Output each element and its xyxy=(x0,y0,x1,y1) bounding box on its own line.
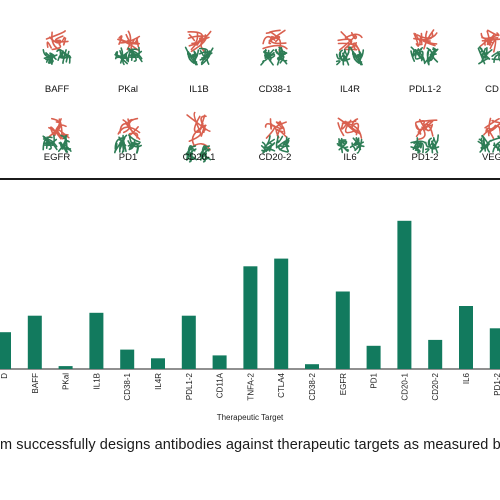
structure-cd20-2: CD20-2 xyxy=(259,118,292,163)
tick-label: PDL1-2 xyxy=(185,372,194,400)
structure-label: PKal xyxy=(118,84,138,95)
bar-baff xyxy=(27,315,42,369)
structure-il1b: IL1B xyxy=(184,30,214,95)
structure-panel: BAFF PKal IL1B CD38-1 IL4R PDL1-2 CD EGFR PD1 CD2… xyxy=(42,29,500,163)
tick-label: PKal xyxy=(62,373,71,390)
bar-egfr xyxy=(335,291,350,369)
structure-label: EGFR xyxy=(44,152,71,163)
tick-label: IL1B xyxy=(92,373,101,389)
bar-il4r xyxy=(151,358,165,369)
tick-label: D xyxy=(0,373,9,379)
structure-pd1-2: PD1-2 xyxy=(410,118,440,163)
tick-label: CD38-2 xyxy=(308,372,317,400)
x-axis-title: Therapeutic Target xyxy=(217,413,284,422)
tick-label: BAFF xyxy=(31,373,40,394)
structure-label: IL6 xyxy=(343,152,356,163)
bar-d xyxy=(0,332,11,369)
bar-cd11a xyxy=(212,355,227,369)
structure-label: CD20-1 xyxy=(183,152,216,163)
tick-label: CD11A xyxy=(216,372,225,398)
structure-pkal: PKal xyxy=(114,30,143,95)
bar-tnfa-2 xyxy=(243,266,258,369)
bar-pdl1-2 xyxy=(181,315,196,369)
caption-text: m successfully designs antibodies agains… xyxy=(0,437,500,453)
structure-egfr: EGFR xyxy=(42,117,72,163)
tick-label: PD1-2 xyxy=(493,372,500,395)
structure-label: CD xyxy=(485,84,499,95)
structure-label: IL1B xyxy=(189,84,209,95)
structure-il4r: IL4R xyxy=(335,31,365,95)
tick-label: EGFR xyxy=(339,373,348,395)
structure-label: CD20-2 xyxy=(259,152,292,163)
bar-il6 xyxy=(459,306,473,369)
structure-veg: VEG xyxy=(477,117,500,163)
structure-pdl1-2: PDL1-2 xyxy=(409,29,441,95)
structure-label: VEG xyxy=(482,152,500,163)
bar-pd1 xyxy=(366,345,381,370)
structure-cd: CD xyxy=(477,29,500,95)
structure-cd38-1: CD38-1 xyxy=(259,29,292,95)
structure-cd20-1: CD20-1 xyxy=(183,111,216,163)
bar-cd20-2 xyxy=(428,339,443,369)
bar-chart: D BAFF PKal IL1B CD38-1 IL4R PDL1-2 CD11A TNFA-2… xyxy=(0,220,500,422)
section-divider xyxy=(0,178,500,180)
structure-pd1: PD1 xyxy=(114,117,142,163)
tick-label: CD20-1 xyxy=(400,372,409,400)
tick-label: PD1 xyxy=(370,372,379,388)
structure-baff: BAFF xyxy=(42,30,72,95)
bar-cd38-2 xyxy=(305,364,319,369)
structure-il6: IL6 xyxy=(336,117,365,163)
bar-cd20-1 xyxy=(397,220,412,369)
bar-ctla4 xyxy=(274,258,289,369)
structure-label: PD1 xyxy=(119,152,137,163)
bar-cd38-1 xyxy=(120,349,135,369)
structure-label: BAFF xyxy=(45,84,69,95)
bar-pd1-2 xyxy=(489,328,500,369)
structure-label: IL4R xyxy=(340,84,360,95)
tick-label: IL4R xyxy=(154,373,163,390)
bar-il1b xyxy=(89,312,104,369)
tick-label: TNFA-2 xyxy=(246,372,255,400)
figure-caption: m successfully designs antibodies agains… xyxy=(0,437,500,453)
tick-label: CD20-2 xyxy=(431,372,440,400)
tick-label: CD38-1 xyxy=(123,372,132,400)
bar-pkal xyxy=(58,366,73,369)
structure-label: PD1-2 xyxy=(412,152,439,163)
tick-label: CTLA4 xyxy=(277,372,286,397)
structure-label: PDL1-2 xyxy=(409,84,441,95)
tick-label: IL6 xyxy=(462,372,471,384)
structure-label: CD38-1 xyxy=(259,84,292,95)
